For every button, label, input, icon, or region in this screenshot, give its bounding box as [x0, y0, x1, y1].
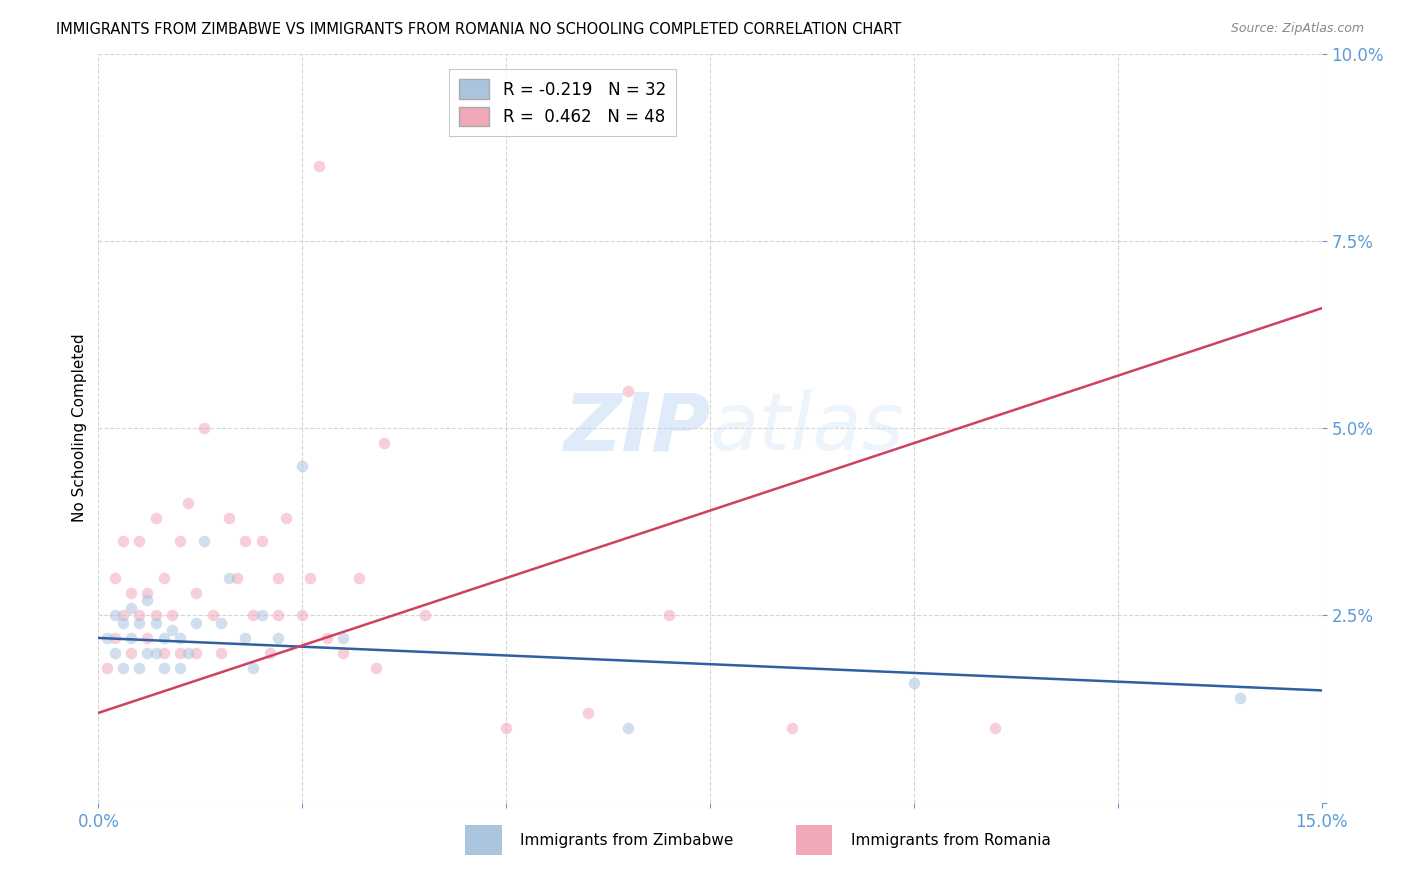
Point [267, 571, 290, 585]
Point [233, 533, 256, 548]
Point [193, 421, 215, 435]
Point [145, 615, 167, 630]
Point [128, 661, 150, 675]
Point [104, 631, 127, 645]
Point [160, 608, 183, 623]
Point [111, 533, 134, 548]
Point [152, 646, 174, 660]
Point [145, 646, 167, 660]
Point [315, 631, 337, 645]
Point [104, 571, 127, 585]
Point [259, 646, 281, 660]
Point [104, 646, 127, 660]
Point [226, 571, 249, 585]
Point [984, 721, 1007, 735]
Point [145, 511, 167, 525]
Point [177, 496, 200, 510]
Point [1229, 690, 1251, 705]
Point [111, 608, 134, 623]
Point [111, 661, 134, 675]
Point [120, 586, 142, 600]
Text: Immigrants from Zimbabwe: Immigrants from Zimbabwe [520, 833, 734, 847]
Point [267, 608, 290, 623]
Point [128, 533, 150, 548]
Point [349, 571, 371, 585]
Text: atlas: atlas [710, 389, 905, 467]
Point [136, 586, 159, 600]
FancyBboxPatch shape [796, 825, 832, 855]
Y-axis label: No Schooling Completed: No Schooling Completed [72, 334, 87, 523]
Point [903, 676, 925, 690]
Point [299, 571, 322, 585]
Point [242, 661, 264, 675]
Point [160, 624, 183, 638]
Point [120, 601, 142, 615]
Point [169, 646, 191, 660]
Point [617, 384, 640, 398]
Point [780, 721, 803, 735]
Point [332, 631, 354, 645]
Point [96, 661, 118, 675]
Point [291, 458, 314, 473]
Text: ZIP: ZIP [562, 389, 710, 467]
Point [104, 608, 127, 623]
Point [111, 615, 134, 630]
Point [169, 661, 191, 675]
Point [177, 646, 200, 660]
Point [136, 593, 159, 607]
Point [495, 721, 517, 735]
Point [193, 533, 215, 548]
Point [209, 615, 232, 630]
Point [169, 533, 191, 548]
Point [576, 706, 599, 720]
Point [201, 608, 224, 623]
Point [128, 615, 150, 630]
Text: IMMIGRANTS FROM ZIMBABWE VS IMMIGRANTS FROM ROMANIA NO SCHOOLING COMPLETED CORRE: IMMIGRANTS FROM ZIMBABWE VS IMMIGRANTS F… [56, 22, 901, 37]
Point [308, 159, 330, 173]
Point [186, 615, 208, 630]
Point [136, 631, 159, 645]
Point [250, 608, 273, 623]
Point [233, 631, 256, 645]
Point [169, 631, 191, 645]
Text: Immigrants from Romania: Immigrants from Romania [851, 833, 1050, 847]
Point [152, 571, 174, 585]
Point [250, 533, 273, 548]
Point [120, 631, 142, 645]
Point [186, 586, 208, 600]
Point [332, 646, 354, 660]
FancyBboxPatch shape [465, 825, 502, 855]
Point [413, 608, 436, 623]
Point [152, 661, 174, 675]
Point [120, 646, 142, 660]
Point [267, 631, 290, 645]
Point [152, 631, 174, 645]
Point [274, 511, 297, 525]
Point [218, 571, 240, 585]
Point [658, 608, 681, 623]
Point [218, 511, 240, 525]
Point [242, 608, 264, 623]
Point [186, 646, 208, 660]
Point [617, 721, 640, 735]
Point [145, 608, 167, 623]
Point [96, 631, 118, 645]
Point [136, 646, 159, 660]
Legend: R = -0.219   N = 32, R =  0.462   N = 48: R = -0.219 N = 32, R = 0.462 N = 48 [450, 70, 676, 136]
Point [373, 436, 395, 450]
Text: Source: ZipAtlas.com: Source: ZipAtlas.com [1230, 22, 1364, 36]
Point [291, 608, 314, 623]
Point [364, 661, 387, 675]
Point [209, 646, 232, 660]
Point [128, 608, 150, 623]
